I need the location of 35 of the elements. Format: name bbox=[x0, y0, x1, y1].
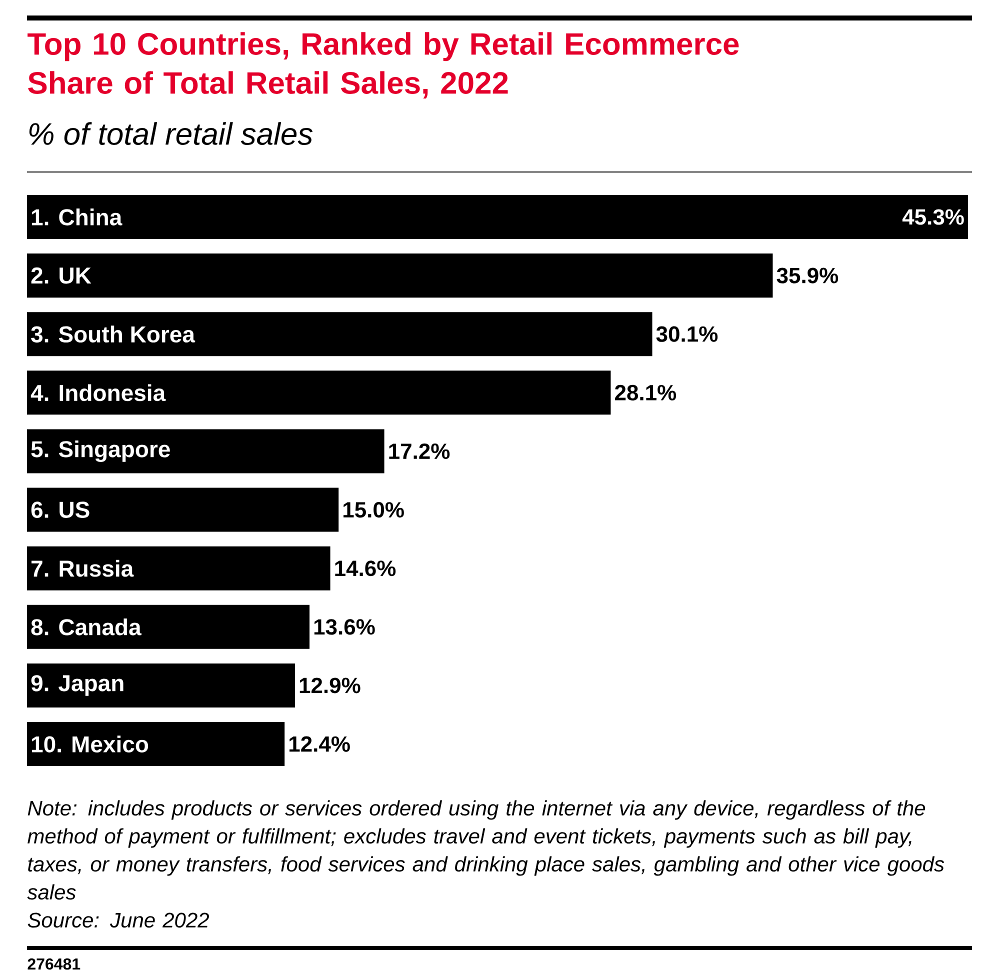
y-tick-label: 8. Canada bbox=[31, 618, 142, 636]
bar bbox=[27, 604, 310, 649]
text: 276481 bbox=[28, 958, 80, 970]
chart-subtitle: % of total retail sales bbox=[29, 122, 313, 145]
data-label: 14.6% bbox=[335, 560, 396, 576]
data-label: 45.3% bbox=[902, 209, 964, 225]
y-tick-label: 5. Singapore bbox=[31, 440, 170, 462]
data-label: 17.2% bbox=[389, 443, 450, 460]
y-tick-label: 2. UK bbox=[31, 267, 92, 284]
bar bbox=[27, 546, 330, 590]
y-tick-label: 6. US bbox=[31, 502, 90, 518]
data-label: 13.6% bbox=[314, 619, 375, 635]
data-label: 28.1% bbox=[615, 384, 676, 400]
y-tick-label: 7. Russia bbox=[32, 560, 134, 577]
bar bbox=[27, 195, 968, 239]
bar bbox=[27, 722, 285, 766]
source-note: Source: June 2022 bbox=[28, 912, 209, 928]
data-label: 35.9% bbox=[776, 268, 838, 284]
chart-title: Top 10 Countries, Ranked by Retail Ecommerce Share of Total Retail Sales, 2022 bbox=[28, 32, 739, 98]
bar bbox=[27, 429, 384, 474]
y-tick-label: 1. China bbox=[32, 208, 122, 226]
data-label: 15.0% bbox=[344, 502, 404, 518]
y-tick-label: 3. South Korea bbox=[31, 326, 196, 343]
y-tick-label: 4. Indonesia bbox=[30, 384, 166, 402]
bar bbox=[27, 370, 611, 415]
y-tick-label: 9. Japan bbox=[31, 675, 124, 696]
bar bbox=[27, 312, 652, 356]
y-tick-label: 10. Mexico bbox=[32, 736, 148, 752]
data-label: 12.4% bbox=[290, 736, 350, 752]
data-label: 30.1% bbox=[656, 326, 718, 342]
bar bbox=[27, 488, 339, 532]
text: Note: includes products or services ordered using the internet via any device, regardless of the method of payment or fulfillment; excludes travel and event tickets, payments such as bill pay, taxes, or money transfers, food services and drinking place sales, gambling and other vice goods sales bbox=[27, 800, 944, 900]
bar bbox=[27, 254, 773, 298]
data-label: 12.9% bbox=[300, 678, 360, 694]
bar bbox=[27, 663, 295, 708]
